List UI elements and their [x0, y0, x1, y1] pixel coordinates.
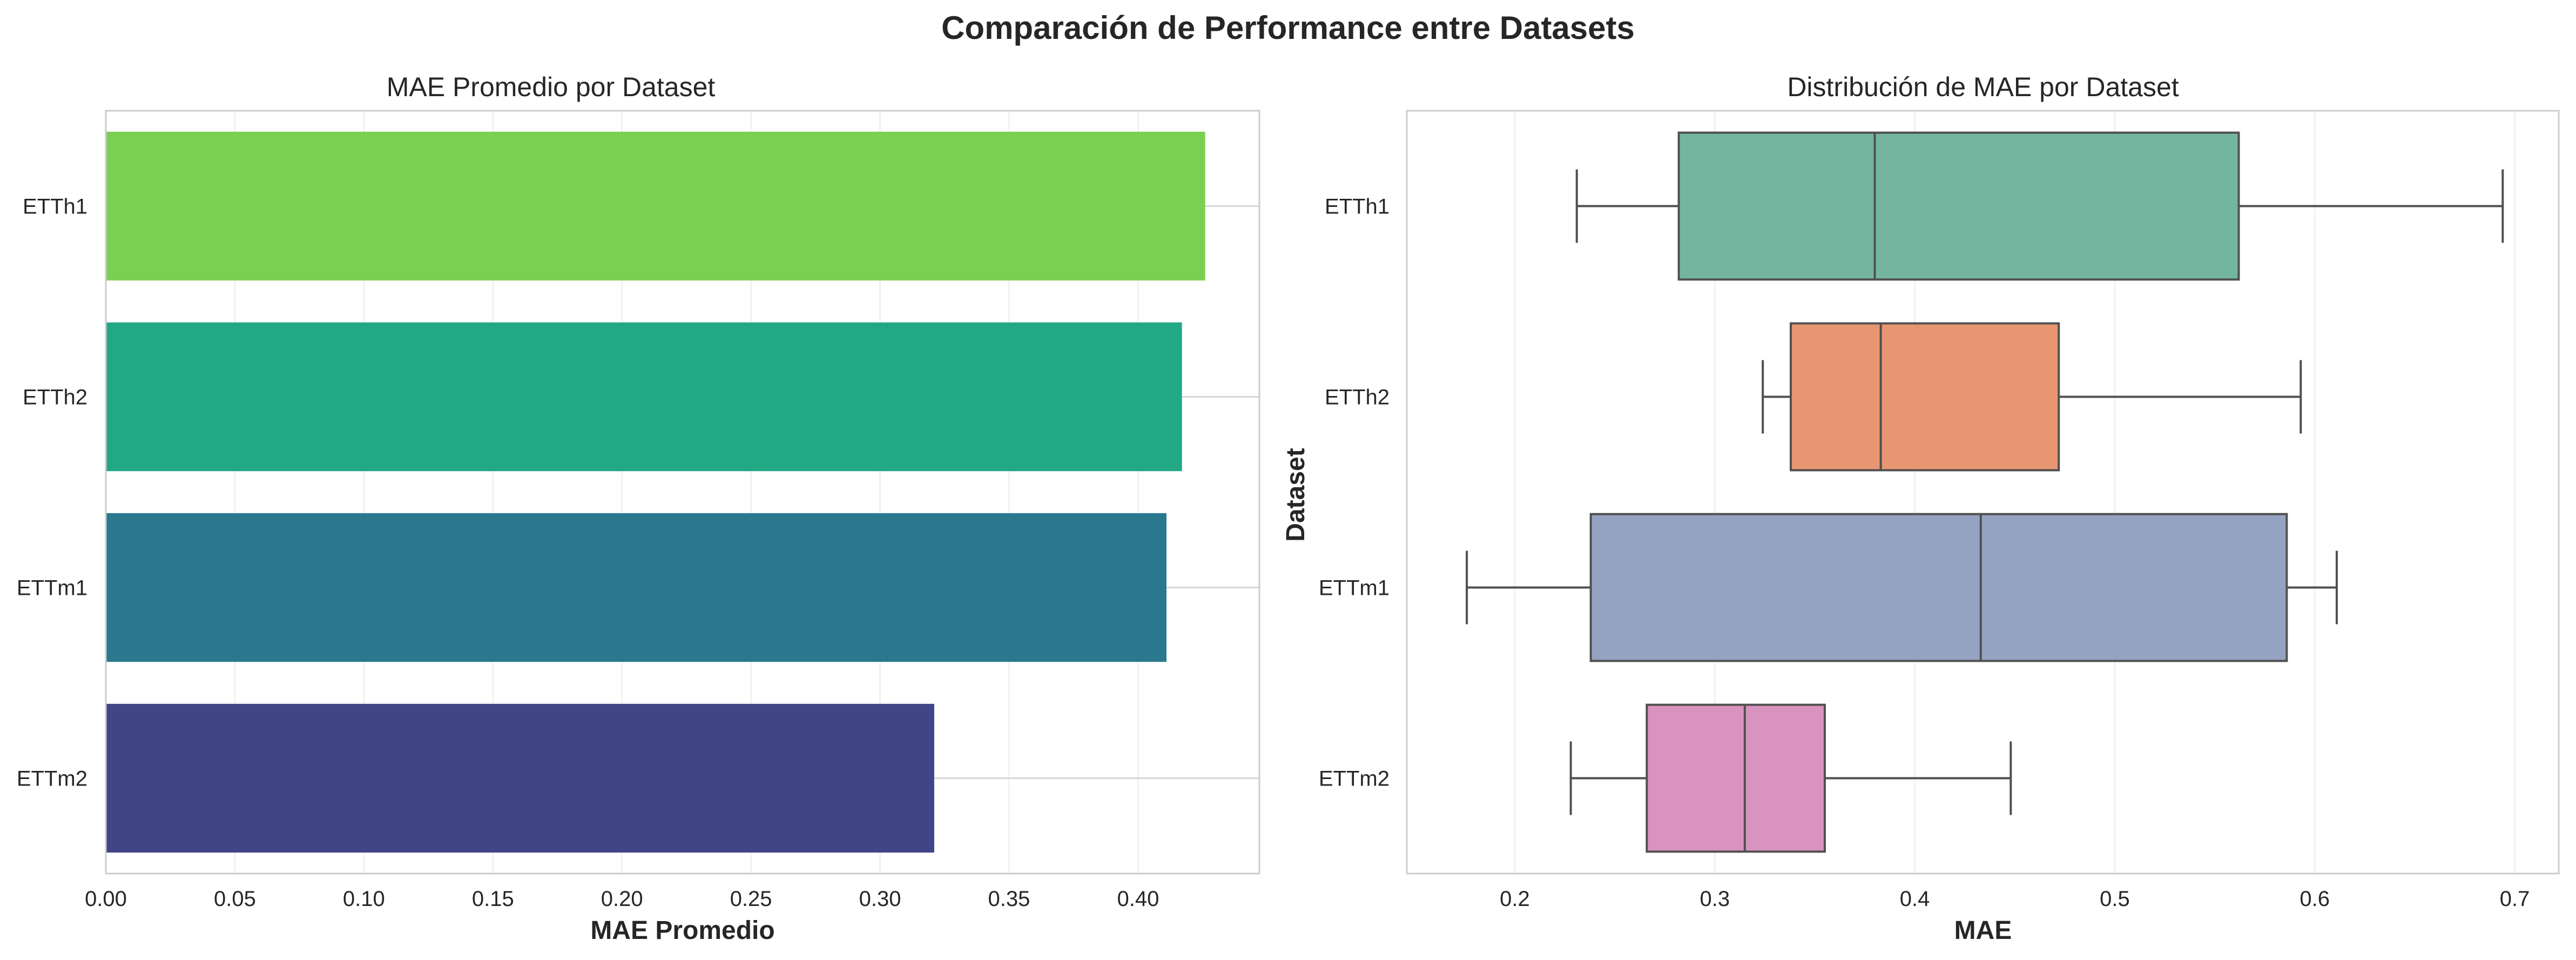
box-iqr — [1646, 703, 1826, 853]
bar-chart-axes-frame — [105, 110, 1260, 875]
box-iqr — [1677, 131, 2240, 281]
bar-etth1 — [106, 131, 1205, 281]
bar-ettm1 — [106, 513, 1166, 662]
bar-ettm2 — [106, 703, 934, 853]
bar-chart-x-tick-labels: 0.00 0.05 0.10 0.15 0.20 0.25 0.30 0.35 0.40 — [85, 887, 1159, 911]
box-plot-panel: Distribución de MAE por Dataset ETTh1ETT… — [1282, 72, 2560, 945]
box-x-tick-label: 0.6 — [2299, 887, 2330, 911]
bar-x-tick-label: 0.30 — [859, 887, 901, 911]
bar-y-tick-label: ETTm2 — [17, 767, 87, 791]
box-plot-x-axis-label: MAE — [1954, 916, 2012, 945]
box-group-ettm1 — [1466, 513, 2338, 662]
bar-y-tick-label: ETTh2 — [23, 386, 87, 409]
box-plot-title: Distribución de MAE por Dataset — [1787, 72, 2179, 102]
bar-x-tick-label: 0.00 — [85, 887, 127, 911]
bar-y-tick-label: ETTm1 — [17, 576, 87, 600]
bar-chart-x-axis-label: MAE Promedio — [590, 916, 774, 945]
box-plot-x-tick-labels: 0.2 0.3 0.4 0.5 0.6 0.7 — [1500, 887, 2530, 911]
bar-x-tick-label: 0.35 — [988, 887, 1030, 911]
bar-x-tick-label: 0.05 — [214, 887, 256, 911]
box-group-etth2 — [1762, 322, 2302, 472]
bar-y-tick-label: ETTh1 — [23, 195, 87, 219]
box-x-tick-label: 0.5 — [2100, 887, 2130, 911]
box-plot-y-tick-labels: ETTh1 ETTh2 ETTm1 ETTm2 — [1319, 195, 1390, 791]
box-y-tick-label: ETTm2 — [1319, 767, 1390, 791]
bar-x-tick-label: 0.10 — [343, 887, 385, 911]
box-group-etth1 — [1575, 131, 2504, 281]
bar-chart-bars — [106, 131, 1205, 853]
bar-chart-title: MAE Promedio por Dataset — [387, 72, 716, 102]
box-plot-y-axis-label: Dataset — [1282, 448, 1310, 541]
bar-x-tick-label: 0.40 — [1117, 887, 1159, 911]
box-y-tick-label: ETTh2 — [1325, 386, 1390, 409]
bar-chart-y-tick-labels: ETTh1 ETTh2 ETTm1 ETTm2 — [17, 195, 87, 791]
box-x-tick-label: 0.4 — [1900, 887, 1930, 911]
box-plot-boxes — [1466, 131, 2504, 853]
bar-x-tick-label: 0.20 — [601, 887, 643, 911]
bar-x-tick-label: 0.25 — [730, 887, 772, 911]
figure-title: Comparación de Performance entre Dataset… — [941, 10, 1635, 46]
box-plot-axes-frame — [1406, 110, 2560, 875]
box-group-ettm2 — [1569, 703, 2012, 853]
box-iqr — [1790, 322, 2060, 472]
bar-chart-panel: MAE Promedio por Dataset ETTh1 ETTh2 ETTm1… — [17, 72, 1260, 945]
box-y-tick-label: ETTh1 — [1325, 195, 1390, 219]
box-y-tick-label: ETTm1 — [1319, 576, 1390, 600]
bar-etth2 — [106, 322, 1182, 472]
bar-x-tick-label: 0.15 — [472, 887, 514, 911]
box-iqr — [1589, 513, 2288, 662]
box-x-tick-label: 0.7 — [2500, 887, 2530, 911]
box-x-tick-label: 0.3 — [1700, 887, 1730, 911]
box-x-tick-label: 0.2 — [1500, 887, 1530, 911]
